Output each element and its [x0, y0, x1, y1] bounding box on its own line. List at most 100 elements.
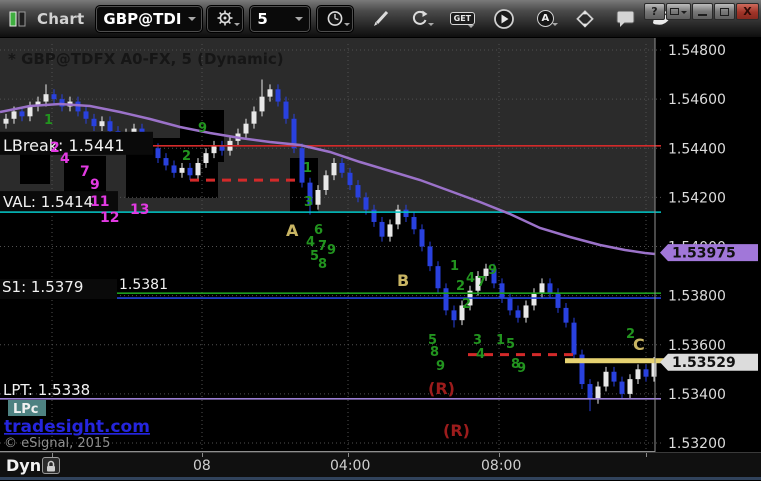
minimize-button[interactable] — [692, 3, 713, 20]
restore-menu-button[interactable] — [666, 3, 691, 20]
candlestick — [595, 386, 601, 399]
chevron-down-icon — [344, 22, 351, 29]
candlestick — [531, 293, 537, 306]
close-icon: X — [743, 5, 752, 18]
time-axis-bar: Dyn 08 04:00 08:00 — [0, 452, 761, 477]
candlestick — [563, 307, 569, 323]
time-axis-tick — [499, 453, 500, 457]
candlestick — [107, 121, 113, 132]
minimize-icon — [698, 13, 707, 16]
candlestick — [35, 101, 41, 107]
candlestick — [371, 209, 377, 222]
magenta-count-number: 2 — [50, 140, 60, 156]
price-tag-value: 1.53529 — [672, 355, 736, 371]
candlestick — [403, 209, 409, 218]
interval-combo-value: 5 — [257, 9, 268, 28]
wave-letter: B — [397, 271, 409, 290]
price-axis-label: 1.54600 — [668, 92, 726, 108]
green-count-number: 6 — [314, 223, 323, 238]
candlestick — [419, 229, 425, 247]
candlestick — [539, 283, 545, 294]
magenta-count-number: 9 — [90, 177, 100, 193]
reload-button[interactable] — [409, 6, 435, 32]
candlestick — [331, 162, 337, 176]
candlestick — [571, 322, 577, 355]
price-axis-label: 1.54200 — [668, 190, 726, 206]
lpc-badge — [8, 400, 46, 416]
candlestick — [379, 221, 385, 237]
price-axis-label: 1.53800 — [668, 289, 726, 305]
draw-tool-button[interactable] — [370, 6, 394, 32]
price-axis-label: 1.53400 — [668, 387, 726, 403]
candlestick — [451, 310, 457, 321]
candlestick — [427, 246, 433, 267]
candlestick — [603, 371, 609, 387]
diamond-arrows-icon — [576, 9, 595, 28]
get-icon: GET — [449, 12, 476, 25]
candlestick — [307, 182, 313, 205]
price-axis-label: 1.54400 — [668, 141, 726, 157]
green-count-number: 1 — [496, 333, 505, 348]
candlestick — [163, 158, 169, 166]
candlestick — [251, 111, 257, 124]
chart-pane[interactable]: 1.548001.546001.544001.542001.540001.538… — [0, 38, 761, 452]
green-count-number: 9 — [327, 243, 336, 258]
magenta-count-number: 13 — [130, 202, 149, 218]
alerts-button[interactable]: A — [533, 6, 559, 32]
green-count-number: 1 — [450, 259, 459, 274]
candlestick — [219, 145, 225, 151]
comment-button[interactable] — [614, 6, 638, 32]
candlestick — [355, 185, 361, 198]
candlestick — [275, 89, 281, 102]
magenta-count-number: 4 — [60, 151, 70, 167]
tradesight-link[interactable]: tradesight.com — [4, 417, 150, 437]
candlestick — [259, 96, 265, 112]
play-button[interactable] — [492, 6, 516, 32]
candlestick — [483, 268, 489, 276]
gear-icon — [217, 10, 233, 25]
candlestick — [523, 305, 529, 318]
level-label-LBreak: LBreak: 1.5441 — [3, 136, 125, 155]
candlestick — [587, 384, 593, 399]
level-label-bg — [0, 131, 153, 155]
time-settings-button[interactable] — [316, 4, 355, 33]
candlestick — [491, 268, 497, 284]
candlestick — [651, 361, 657, 377]
green-count-number: 1 — [303, 161, 312, 176]
candlestick — [515, 310, 521, 318]
dynamic-mode-label: Dyn — [6, 456, 42, 475]
candlestick — [435, 266, 441, 289]
close-button[interactable]: X — [736, 3, 759, 20]
level-label-bg — [0, 191, 118, 212]
time-axis-tick — [52, 453, 53, 457]
moving-average-line — [0, 102, 656, 256]
help-button[interactable]: ? — [644, 3, 665, 20]
wave-letter: A — [286, 221, 299, 240]
candlestick — [507, 298, 513, 311]
get-data-button[interactable]: GET — [449, 6, 476, 32]
refresh-icon — [413, 10, 428, 25]
interval-combo[interactable]: 5 — [249, 4, 312, 33]
green-count-number: 5 — [506, 337, 515, 352]
green-count-number: 8 — [430, 345, 439, 360]
lock-icon — [47, 460, 55, 471]
play-icon — [494, 8, 515, 29]
green-count-number: 8 — [318, 257, 327, 272]
lock-button[interactable] — [42, 457, 60, 474]
level-label-VAL: VAL: 1.5414 — [3, 193, 93, 211]
green-count-number: 9 — [198, 121, 207, 136]
clock-icon — [327, 10, 343, 26]
maximize-button[interactable] — [714, 3, 735, 20]
symbol-settings-button[interactable] — [206, 4, 245, 33]
green-count-number: 9 — [488, 263, 497, 278]
symbol-combo[interactable]: GBP@TDI — [95, 4, 204, 33]
price-axis-label: 1.53600 — [668, 338, 726, 354]
candlestick — [267, 89, 273, 97]
rotate-view-button[interactable] — [573, 6, 597, 32]
candlestick — [611, 371, 617, 382]
green-count-number: 9 — [436, 359, 445, 374]
level-label-pivot-high: 1.5381 — [119, 277, 168, 293]
candlestick — [51, 94, 57, 100]
level-label-LPT: LPT: 1.5338 — [3, 381, 90, 399]
candlestick — [155, 148, 161, 159]
